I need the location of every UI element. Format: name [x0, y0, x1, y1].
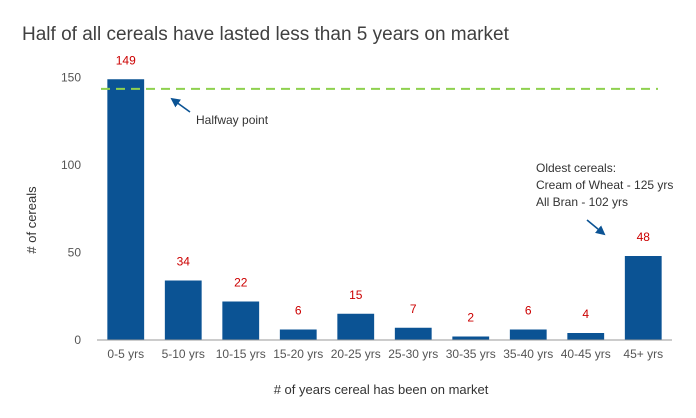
bar	[567, 333, 605, 340]
y-tick-label: 0	[74, 333, 81, 347]
x-tick-label: 45+ yrs	[623, 347, 663, 361]
chart-title: Half of all cereals have lasted less tha…	[22, 24, 510, 45]
x-tick-label: 20-25 yrs	[331, 347, 381, 361]
oldest-cereals-line-2: All Bran - 102 yrs	[536, 195, 628, 209]
data-label: 4	[582, 307, 589, 321]
x-tick-label: 30-35 yrs	[446, 347, 496, 361]
x-axis-title: # of years cereal has been on market	[274, 382, 489, 397]
x-tick-label: 15-20 yrs	[273, 347, 323, 361]
data-label: 22	[234, 276, 248, 290]
bars	[107, 79, 662, 340]
bar	[337, 313, 375, 340]
oldest-cereals-title: Oldest cereals:	[536, 161, 616, 175]
data-label: 7	[410, 302, 417, 316]
data-label: 2	[467, 311, 474, 325]
bar	[164, 280, 202, 340]
x-tick-label: 25-30 yrs	[388, 347, 438, 361]
bar	[222, 301, 260, 340]
halfway-arrow	[170, 97, 191, 113]
bar	[394, 327, 432, 340]
y-axis-title: # of cereals	[24, 186, 39, 254]
data-label: 149	[116, 53, 136, 67]
bar	[279, 329, 317, 340]
x-axis: 0-5 yrs 5-10 yrs 10-15 yrs 15-20 yrs 20-25 y…	[107, 347, 663, 361]
halfway-annotation: Halfway point	[196, 113, 269, 127]
x-tick-label: 0-5 yrs	[107, 347, 144, 361]
x-tick-label: 10-15 yrs	[216, 347, 266, 361]
bar	[509, 329, 547, 340]
data-label: 6	[525, 304, 532, 318]
data-label: 15	[349, 288, 363, 302]
oldest-cereals-arrow	[586, 219, 606, 236]
bar	[107, 79, 145, 340]
data-labels: 149 34 22 6 15 7 2 6 4 48	[116, 53, 651, 324]
oldest-cereals-line-1: Cream of Wheat - 125 yrs	[536, 178, 673, 192]
bar	[452, 336, 490, 340]
y-tick-label: 50	[68, 246, 82, 260]
data-label: 34	[177, 255, 191, 269]
bar	[624, 256, 662, 340]
x-tick-label: 35-40 yrs	[503, 347, 553, 361]
data-label: 48	[637, 230, 651, 244]
data-label: 6	[295, 304, 302, 318]
y-tick-label: 150	[61, 71, 81, 85]
x-tick-label: 40-45 yrs	[561, 347, 611, 361]
x-tick-label: 5-10 yrs	[162, 347, 205, 361]
y-tick-label: 100	[61, 158, 81, 172]
y-axis: 0 50 100 150	[61, 71, 81, 348]
